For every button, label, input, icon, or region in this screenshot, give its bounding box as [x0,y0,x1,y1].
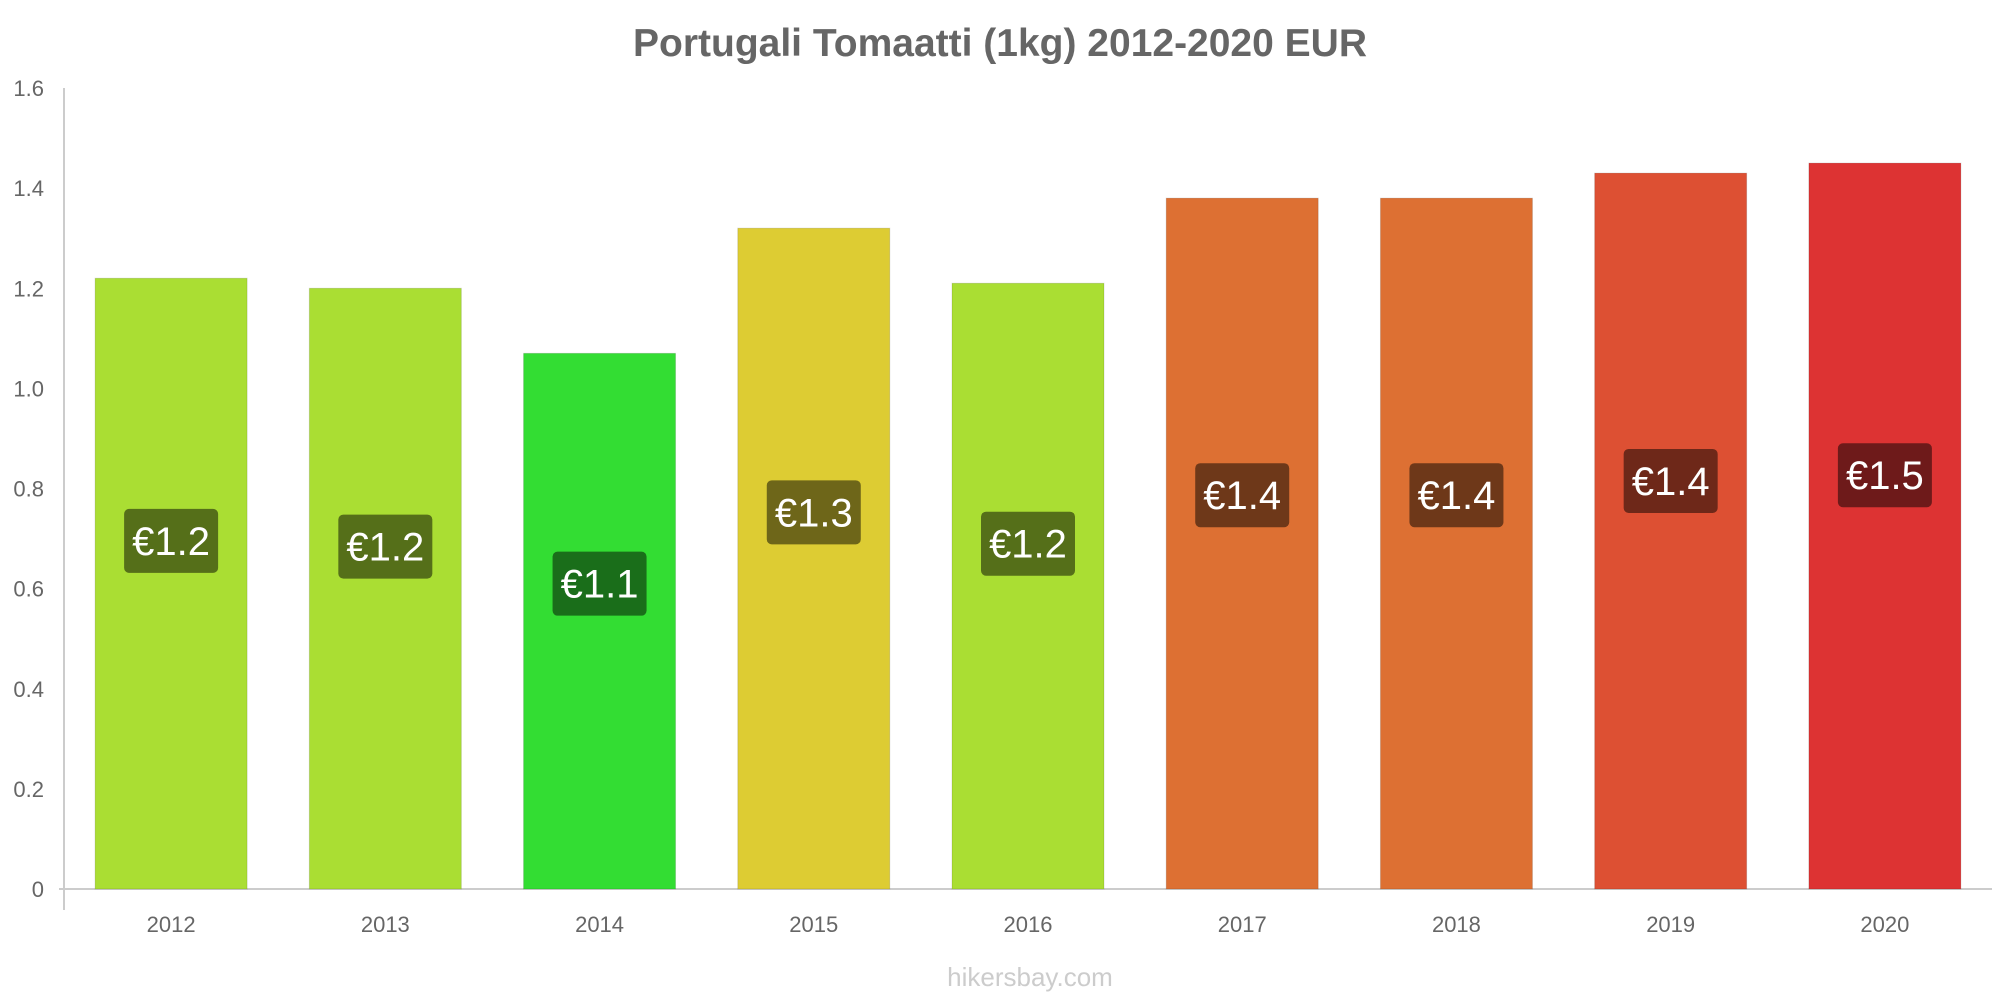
y-tick-label: 1.0 [13,376,44,401]
y-tick-label: 0.4 [13,677,44,702]
x-tick-label: 2020 [1860,912,1909,937]
bar-2014 [523,352,677,890]
bar-2020 [1808,162,1962,890]
bar-2017 [1165,197,1319,890]
bar-2018 [1379,197,1533,890]
x-tick-label: 2014 [575,912,624,937]
value-label-bg [338,514,433,579]
y-tick-label: 0.8 [13,477,44,502]
value-label: €1.3 [775,491,853,535]
value-label: €1.4 [1203,474,1281,518]
x-tick-label: 2013 [361,912,410,937]
value-label-bg [766,480,861,545]
value-label: €1.1 [561,563,639,607]
y-tick-label: 0 [32,877,44,902]
chart-title: Portugali Tomaatti (1kg) 2012-2020 EUR [633,22,1367,65]
bars-group [94,162,1962,890]
x-tick-label: 2017 [1218,912,1267,937]
y-tick-label: 0.6 [13,577,44,602]
value-label-bg [1409,463,1504,528]
x-tick-label: 2018 [1432,912,1481,937]
x-tick-label: 2016 [1004,912,1053,937]
bar-2016 [951,282,1105,890]
value-label-bg [1837,443,1932,508]
bar-2015 [737,227,891,890]
value-label: €1.2 [132,520,210,564]
source-watermark: hikersbay.com [947,962,1113,992]
y-tick-label: 1.2 [13,276,44,301]
x-tick-label: 2019 [1646,912,1695,937]
value-label-bg [1623,448,1718,513]
x-tick-label: 2012 [147,912,196,937]
value-label-bg [552,551,647,616]
value-labels-group: €1.2 €1.2 €1.1 €1.3 €1.2 €1.4 €1.4 €1.4 €1.5 [124,443,1932,616]
value-label: €1.2 [989,523,1067,567]
value-label-bg [1195,463,1290,528]
bar-2012 [94,277,248,890]
y-tick-label: 0.2 [13,777,44,802]
value-label: €1.5 [1846,454,1924,498]
value-label: €1.2 [346,526,424,570]
value-label-bg [981,511,1075,576]
x-tick-label: 2015 [789,912,838,937]
value-label: €1.4 [1418,474,1496,518]
y-tick-label: 1.6 [13,76,44,101]
bar-2013 [308,287,462,890]
value-label-bg [124,508,219,573]
value-label: €1.4 [1632,460,1710,504]
y-tick-label: 1.4 [13,176,44,201]
bar-2019 [1594,172,1748,890]
